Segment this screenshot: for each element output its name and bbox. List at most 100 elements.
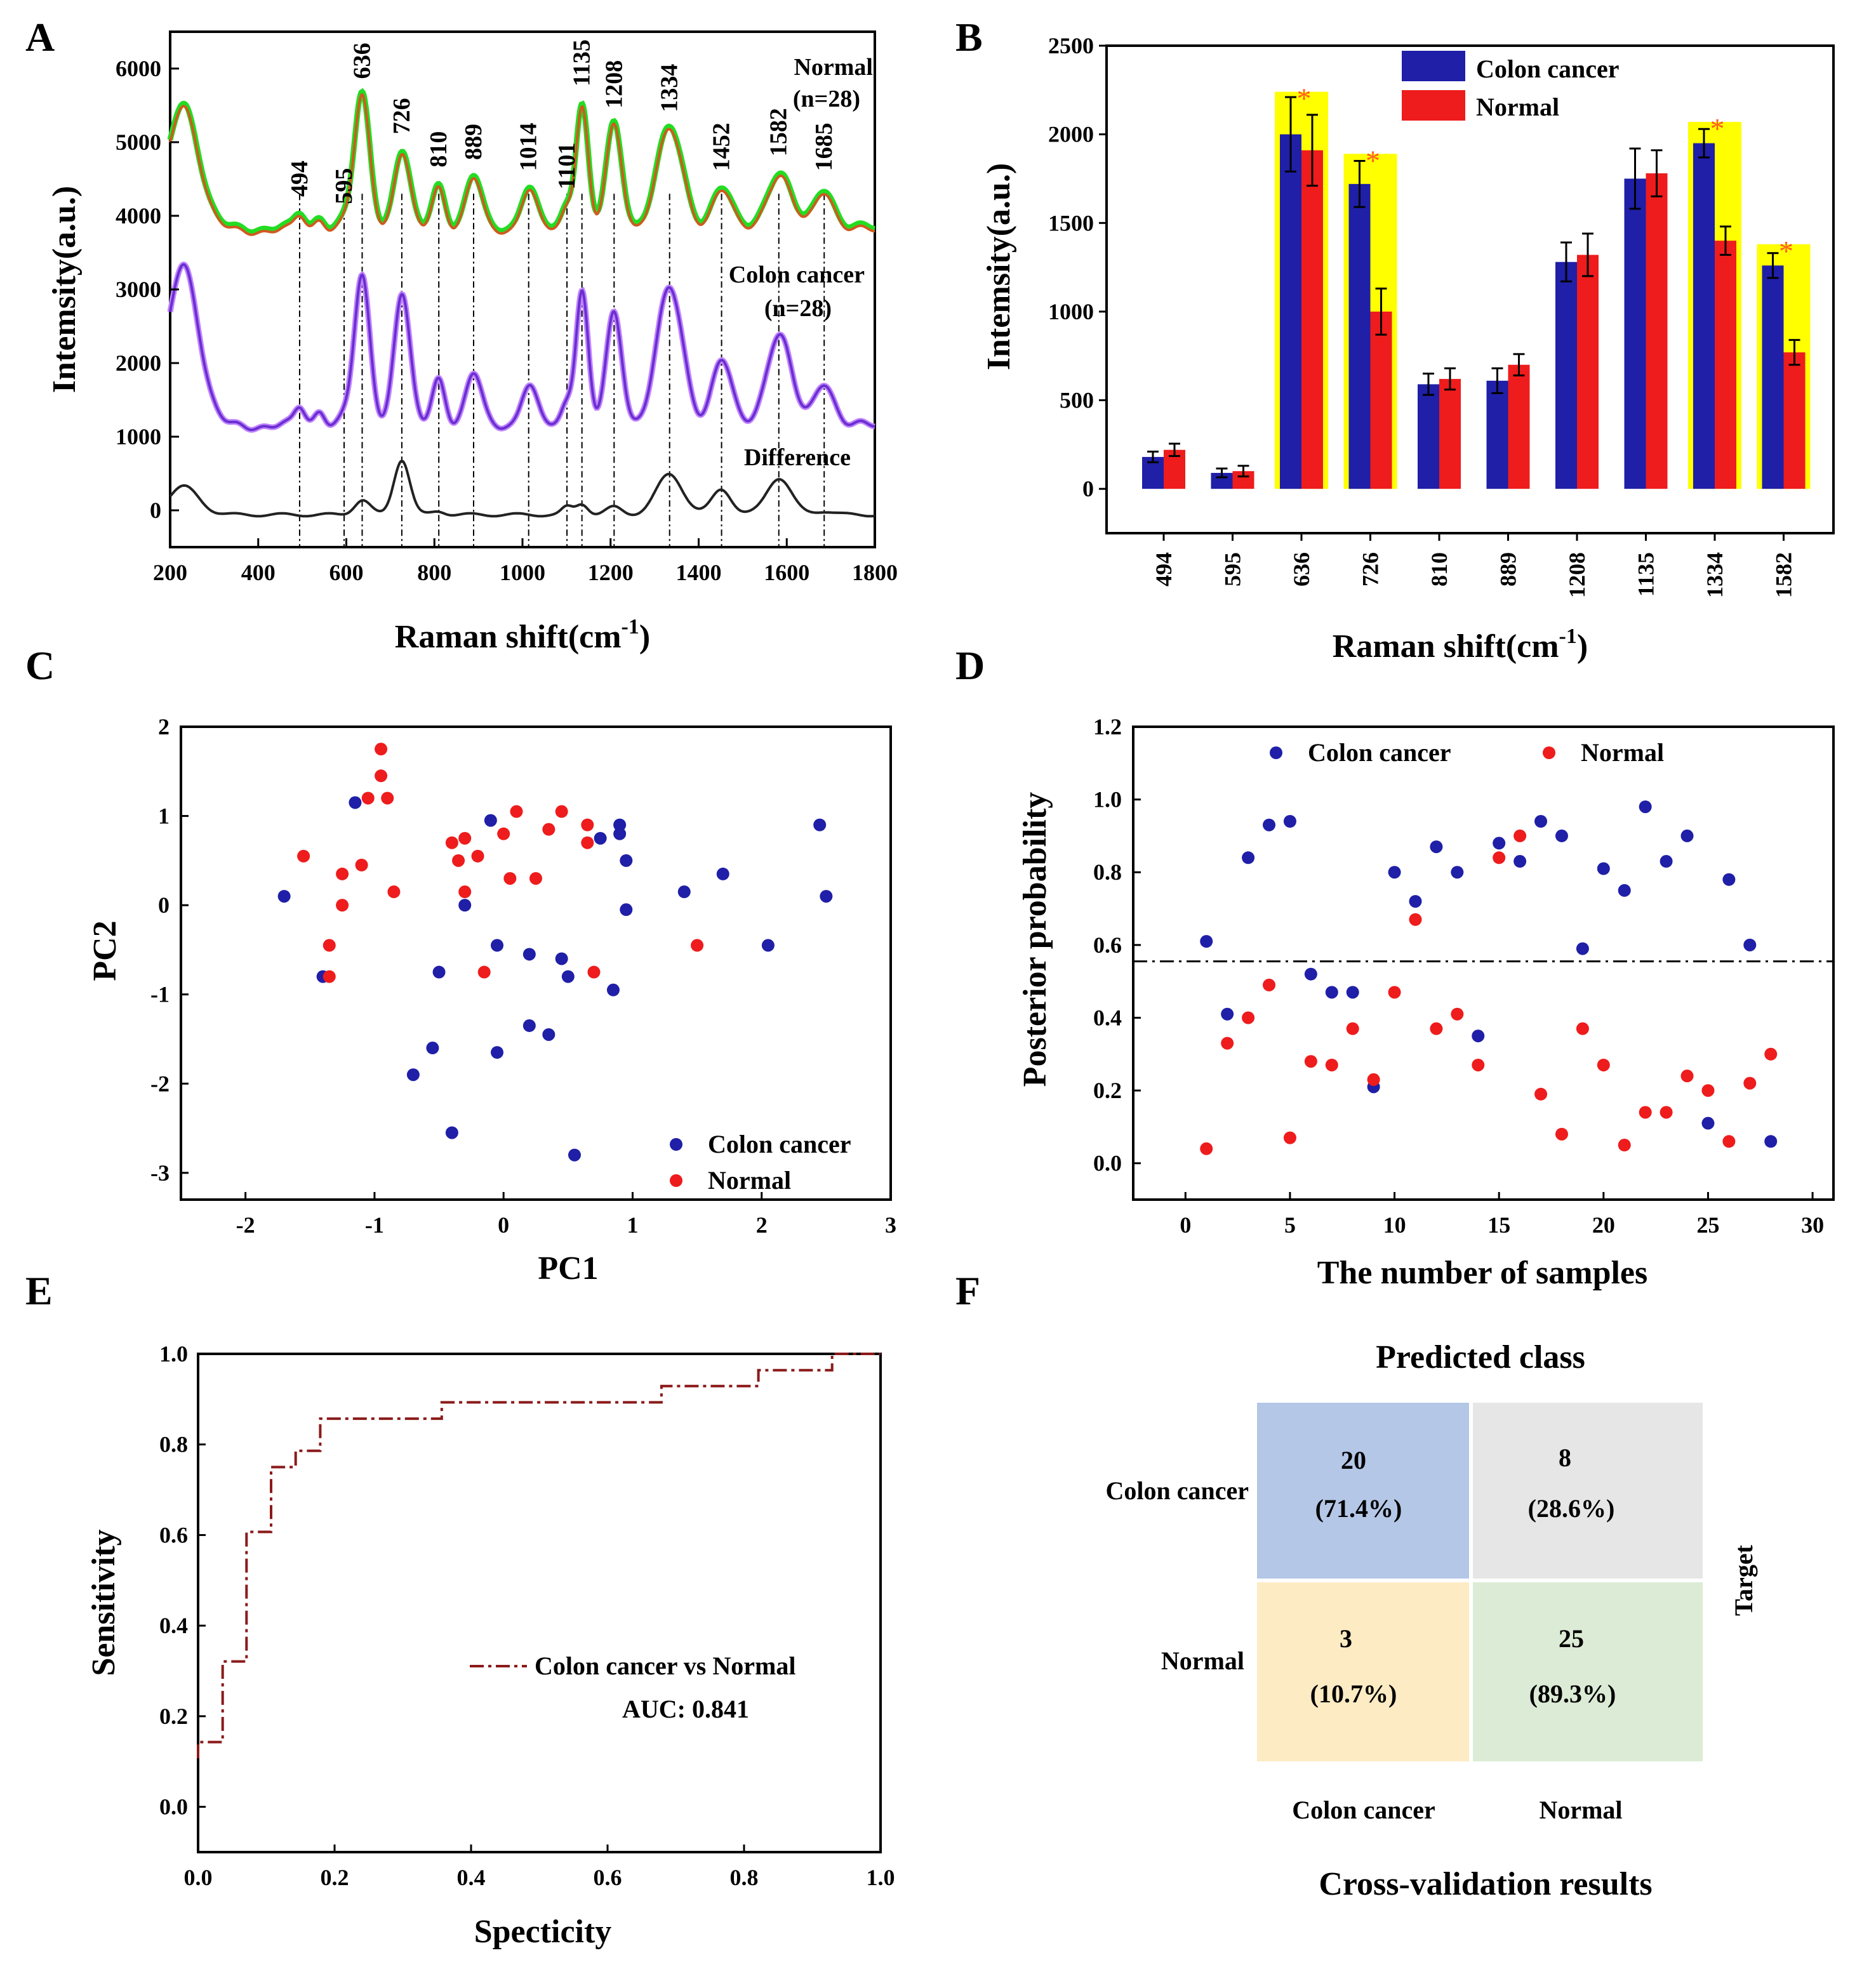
y-tick-label: 3000 — [116, 277, 161, 302]
y-tick-label: 1.0 — [1093, 787, 1122, 812]
x-tick-label: -1 — [365, 1212, 384, 1238]
point-colon-cancer — [426, 1042, 439, 1055]
x-tick-label: 0.4 — [457, 1865, 486, 1890]
y-tick-label: 0 — [150, 498, 161, 523]
point-normal — [355, 858, 368, 871]
panel-b-bars — [1142, 96, 1806, 489]
point-normal — [1242, 1011, 1255, 1024]
col-label-normal: Normal — [1539, 1796, 1622, 1824]
point-colon-cancer — [277, 890, 291, 903]
point-normal — [1680, 1070, 1694, 1083]
point-colon-cancer — [813, 818, 827, 831]
x-tick-label: 494 — [1151, 552, 1176, 586]
panel-a-y-ticks: 0 1000 2000 3000 4000 5000 6000 — [116, 56, 179, 523]
x-tick-label: 1200 — [588, 560, 634, 585]
legend-label-normal: Normal — [1476, 93, 1559, 121]
point-colon-cancer — [1200, 935, 1213, 948]
point-normal — [1283, 1131, 1296, 1144]
point-colon-cancer — [542, 1028, 555, 1041]
y-tick-label: 0.0 — [1093, 1151, 1122, 1176]
x-tick-label: 0 — [498, 1212, 509, 1238]
y-tick-label: 1 — [158, 804, 170, 829]
x-tick-label: 25 — [1696, 1212, 1719, 1238]
point-colon-cancer — [1555, 829, 1568, 842]
label-cancer-n: (n=28) — [764, 295, 832, 322]
point-normal — [503, 871, 517, 885]
panel-d: D 0 5 10 15 20 25 30 0.0 0.2 0.4 0.6 0.8 1.0 1.2 Col… — [955, 643, 1835, 1291]
significance-star: * — [1297, 83, 1312, 115]
point-colon-cancer — [522, 1019, 536, 1032]
point-normal — [477, 965, 491, 979]
point-normal — [323, 970, 336, 983]
auc-label: AUC: 0.841 — [622, 1695, 749, 1723]
point-colon-cancer — [1409, 895, 1422, 908]
point-normal — [375, 743, 388, 756]
bar-colon-cancer — [1693, 143, 1715, 489]
row-label-normal: Normal — [1161, 1646, 1244, 1675]
bar-colon-cancer — [1418, 384, 1439, 489]
panel-c-legend: Colon cancer Normal — [670, 1130, 851, 1195]
y-tick-label: -2 — [150, 1071, 170, 1096]
point-colon-cancer — [406, 1068, 420, 1082]
point-normal — [445, 836, 458, 849]
x-tick-label: 0 — [1180, 1212, 1191, 1238]
col-label-cancer: Colon cancer — [1292, 1796, 1435, 1824]
point-normal — [1430, 1022, 1443, 1035]
point-normal — [555, 805, 568, 818]
bar-colon-cancer — [1555, 262, 1577, 489]
panel-c-frame — [180, 725, 892, 1201]
legend-label-roc: Colon cancer vs Normal — [535, 1652, 795, 1680]
point-colon-cancer — [761, 939, 775, 952]
peak-label: 636 — [349, 43, 375, 79]
point-normal — [336, 899, 349, 912]
y-tick-label: 1000 — [116, 424, 161, 449]
confusion-matrix-title: Predicted class — [1376, 1339, 1585, 1375]
bar-normal — [1715, 241, 1736, 489]
x-tick-label: 0.6 — [594, 1865, 622, 1890]
x-tick-label: 1600 — [764, 560, 809, 585]
normal-spectrum-line — [169, 93, 875, 236]
panel-b: B * * * * 494 595 636 726 810 889 1208 1135 1334 158… — [955, 15, 1835, 665]
peak-label: 1135 — [569, 39, 595, 86]
bar-normal — [1577, 255, 1599, 489]
x-tick-label: 2 — [756, 1212, 768, 1238]
legend-label-cancer: Colon cancer — [1476, 55, 1620, 83]
point-normal — [1263, 978, 1276, 991]
point-colon-cancer — [1304, 967, 1317, 981]
point-normal — [387, 885, 401, 899]
x-tick-label: 200 — [153, 560, 187, 585]
y-tick-label: 0 — [158, 892, 170, 918]
panel-letter-c: C — [25, 643, 55, 688]
point-normal — [1200, 1142, 1213, 1155]
x-tick-label: 30 — [1801, 1212, 1824, 1238]
y-tick-label: -1 — [150, 982, 170, 1007]
panel-e-x-axis-title: Specticity — [474, 1914, 612, 1950]
panel-b-y-axis-title: Intemsity(a.u.) — [981, 163, 1017, 370]
panel-c: C -2 -1 0 1 2 3 -3 -2 -1 0 1 2 Colon cancer Normal… — [25, 643, 896, 1287]
peak-label: 1208 — [601, 60, 627, 109]
label-difference-spectrum: Difference — [744, 444, 851, 471]
bar-normal — [1301, 150, 1323, 489]
legend-label-normal: Normal — [708, 1166, 791, 1195]
panel-d-points — [1200, 800, 1778, 1155]
point-colon-cancer — [1242, 851, 1255, 864]
panel-a-x-axis-title: Raman shift(cm-1) — [395, 615, 650, 655]
point-colon-cancer — [1388, 866, 1401, 879]
panel-a-y-axis-title: Intemsity(a.u.) — [46, 186, 83, 393]
point-colon-cancer — [1346, 986, 1359, 999]
y-tick-label: 0.4 — [159, 1613, 188, 1638]
point-colon-cancer — [1680, 829, 1694, 842]
panel-e-x-ticks: 0.0 0.2 0.4 0.6 0.8 1.0 — [184, 1844, 895, 1890]
target-label: Target — [1729, 1544, 1758, 1616]
point-colon-cancer — [458, 899, 472, 912]
point-colon-cancer — [1472, 1030, 1485, 1043]
x-tick-label: 0.8 — [730, 1865, 759, 1890]
legend-label-cancer: Colon cancer — [1308, 738, 1451, 767]
y-tick-label: 0.0 — [159, 1794, 188, 1820]
y-tick-label: 2000 — [116, 350, 161, 376]
x-tick-label: 1208 — [1564, 552, 1590, 598]
panel-e-y-ticks: 0.0 0.2 0.4 0.6 0.8 1.0 — [159, 1341, 206, 1820]
bar-colon-cancer — [1762, 265, 1784, 489]
x-tick-label: 1400 — [676, 560, 722, 585]
